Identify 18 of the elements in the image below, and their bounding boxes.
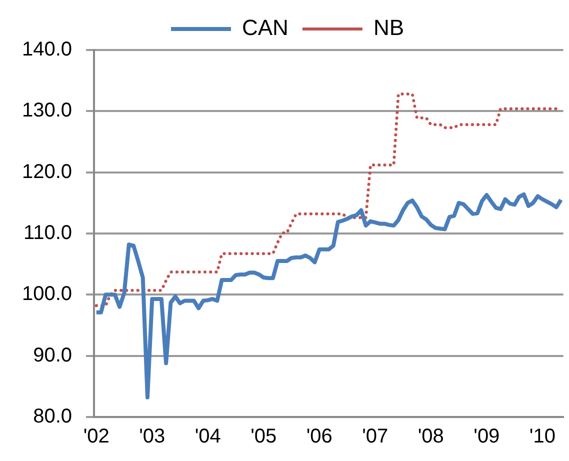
x-tick-label: '10 <box>529 426 556 448</box>
x-tick-label: '09 <box>474 426 500 448</box>
y-tick-label: 90.0 <box>33 344 72 366</box>
x-tick-label: '06 <box>306 426 332 448</box>
y-tick-label: 140.0 <box>22 38 72 61</box>
y-tick-label: 100.0 <box>22 283 72 306</box>
x-tick-label: '05 <box>250 426 277 448</box>
y-tick-label: 120.0 <box>22 160 72 183</box>
legend-label: NB <box>373 15 404 40</box>
x-tick-label: '04 <box>194 426 221 448</box>
legend-label: CAN <box>242 15 288 40</box>
y-tick-label: 80.0 <box>33 406 72 428</box>
x-tick-label: '08 <box>418 426 444 448</box>
x-tick-label: '03 <box>139 426 166 448</box>
x-tick-label: '07 <box>362 426 388 448</box>
x-tick-label: '02 <box>83 426 110 448</box>
y-tick-label: 130.0 <box>22 100 72 122</box>
y-tick-label: 110.0 <box>23 222 72 244</box>
